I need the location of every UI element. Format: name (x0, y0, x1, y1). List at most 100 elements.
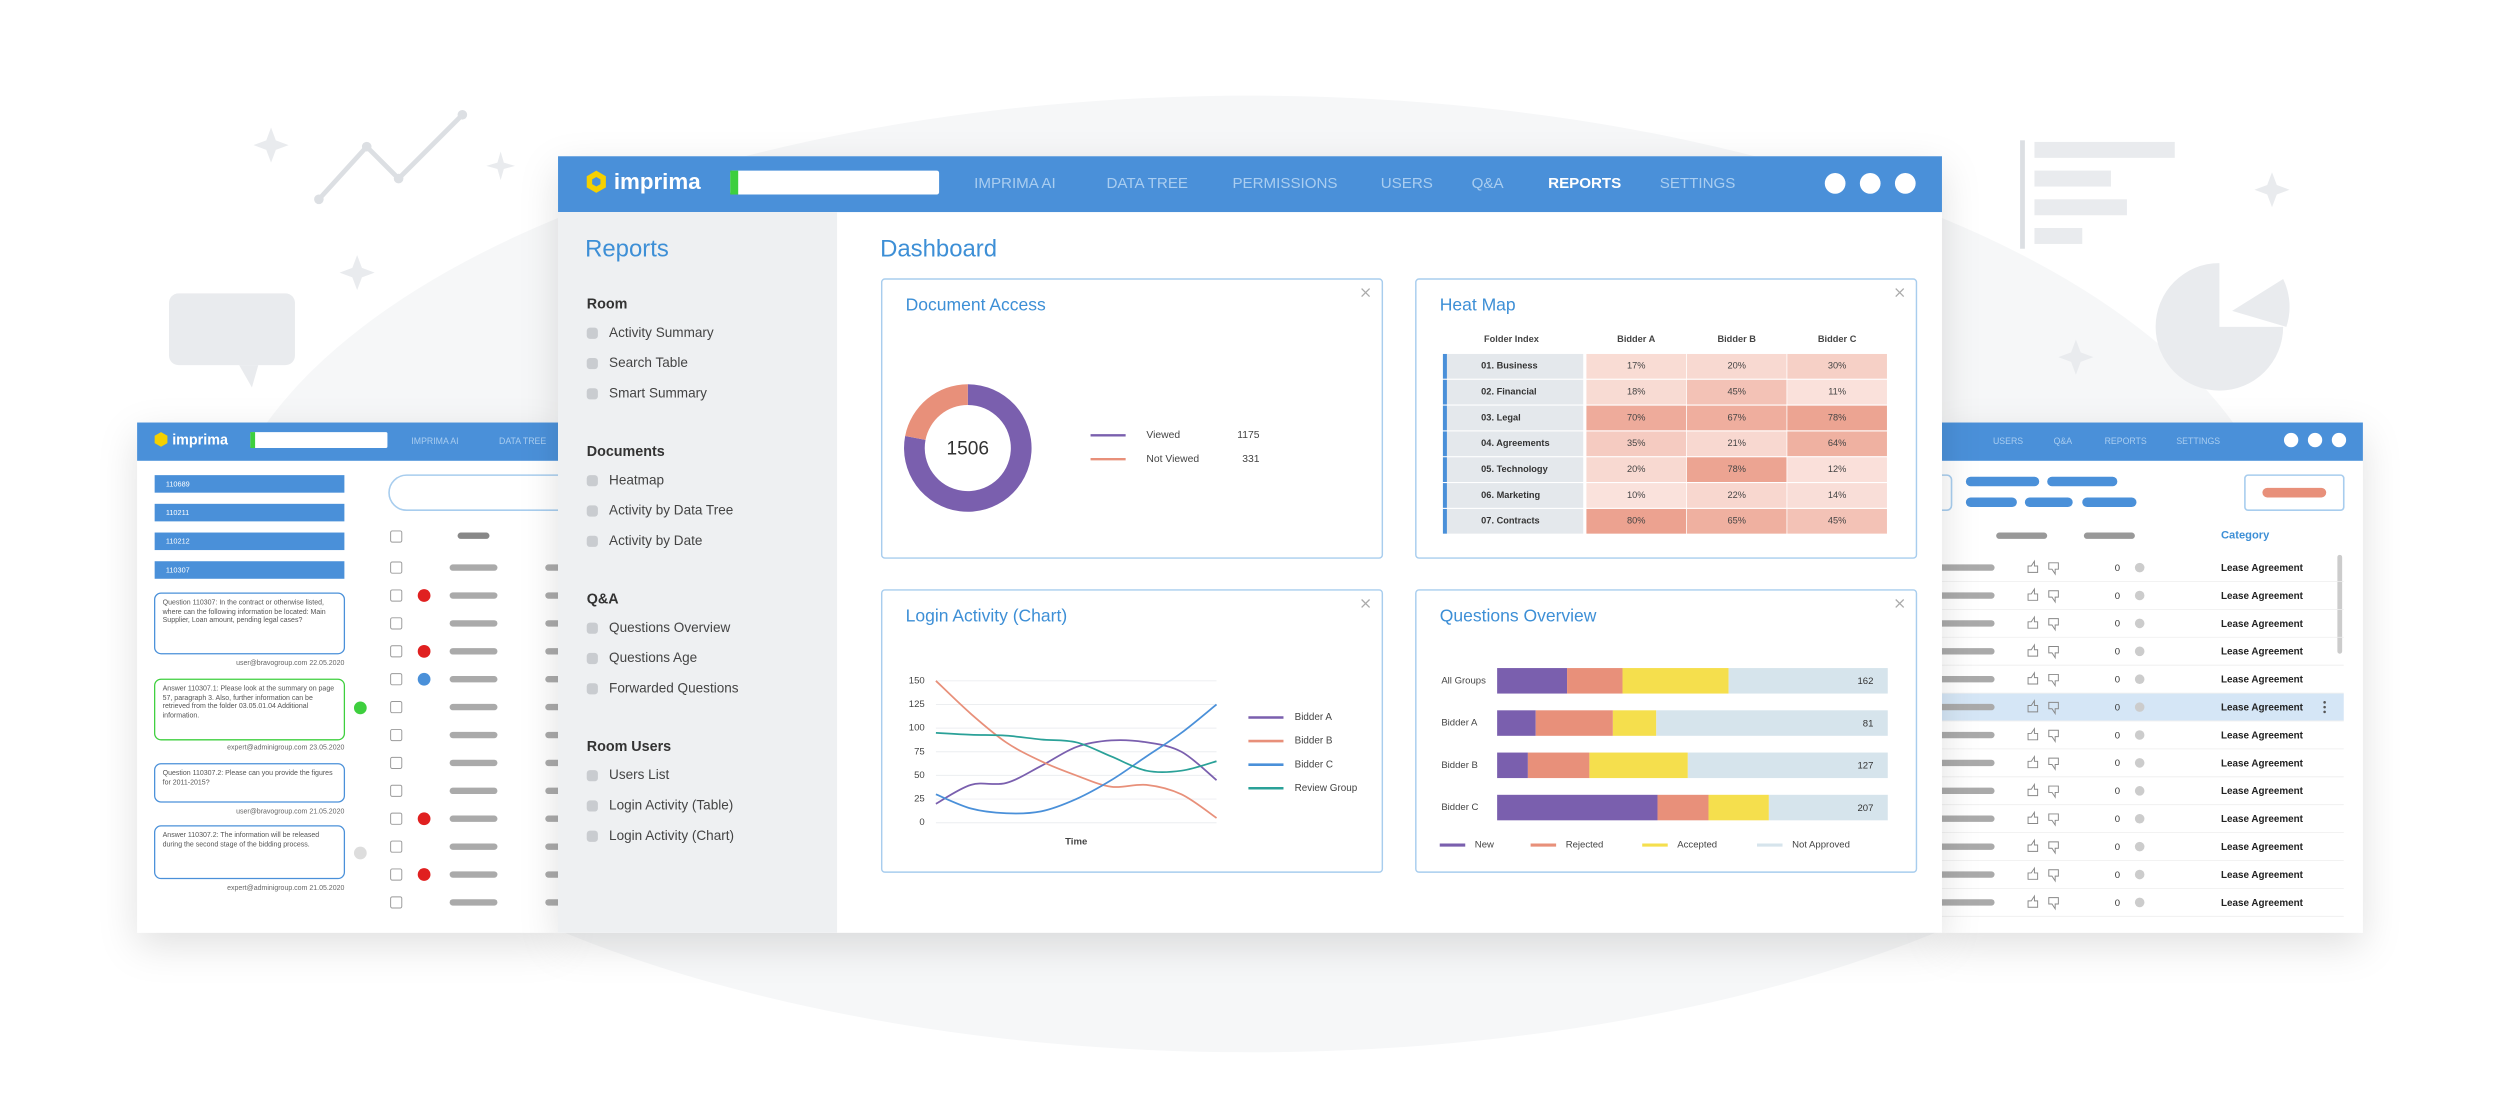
row-pill (1932, 731, 1995, 739)
window-button[interactable] (1824, 172, 1846, 194)
filter-chip[interactable] (1965, 497, 2017, 508)
menu-item[interactable]: Search Table (609, 355, 688, 370)
filter-chip[interactable] (2082, 497, 2137, 508)
row-count: 0 (2115, 675, 2120, 686)
dislike-icon[interactable] (2048, 618, 2059, 632)
row-checkbox[interactable] (390, 868, 403, 881)
nav-item[interactable]: IMPRIMA AI (411, 436, 458, 446)
menu-item[interactable]: Smart Summary (609, 385, 707, 400)
nav-item[interactable]: Q&A (1472, 175, 1505, 192)
dislike-icon[interactable] (2048, 757, 2059, 771)
row-checkbox[interactable] (390, 673, 403, 686)
like-icon[interactable] (2027, 838, 2039, 852)
menu-item[interactable]: Questions Overview (609, 620, 730, 635)
legend-label: Bidder B (1295, 736, 1333, 747)
like-icon[interactable] (2027, 727, 2039, 741)
dislike-icon[interactable] (2048, 897, 2059, 911)
search-bar[interactable] (250, 432, 388, 449)
dislike-icon[interactable] (2048, 590, 2059, 604)
dislike-icon[interactable] (2048, 785, 2059, 799)
like-icon[interactable] (2027, 894, 2039, 908)
folder-item[interactable] (154, 503, 345, 522)
menu-item[interactable]: Login Activity (Chart) (609, 828, 734, 843)
nav-item[interactable]: SETTINGS (1660, 175, 1736, 192)
like-icon[interactable] (2027, 782, 2039, 797)
search-box[interactable] (388, 474, 582, 512)
bar-segment (1687, 752, 1888, 779)
line-series (935, 703, 1218, 815)
nav-item[interactable]: DATA TREE (499, 436, 546, 446)
row-checkbox[interactable] (390, 728, 403, 742)
row-checkbox[interactable] (390, 784, 403, 797)
dislike-icon[interactable] (2048, 729, 2059, 743)
like-icon[interactable] (2027, 671, 2039, 685)
row-checkbox[interactable] (390, 756, 403, 769)
row-menu[interactable] (2323, 705, 2326, 709)
row-checkbox[interactable] (390, 896, 403, 909)
menu-item[interactable]: Heatmap (609, 472, 664, 487)
filter-chip[interactable] (1965, 476, 2040, 487)
menu-item[interactable]: Activity by Data Tree (609, 503, 733, 518)
menu-item[interactable]: Forwarded Questions (609, 680, 739, 695)
window-button[interactable] (1859, 172, 1881, 194)
row-menu[interactable] (2323, 710, 2326, 714)
dislike-icon[interactable] (2048, 813, 2059, 827)
window-button[interactable] (1894, 172, 1916, 194)
row-checkbox[interactable] (390, 840, 403, 853)
action-button[interactable] (2262, 487, 2327, 498)
filter-chip[interactable] (2047, 476, 2118, 487)
like-icon[interactable] (2027, 643, 2039, 657)
close-button[interactable] (1895, 599, 1905, 608)
nav-item[interactable]: Q&A (2054, 436, 2073, 446)
row-checkbox[interactable] (390, 589, 403, 602)
nav-item[interactable]: DATA TREE (1107, 175, 1189, 192)
dislike-icon[interactable] (2048, 673, 2059, 688)
like-icon[interactable] (2027, 587, 2039, 601)
menu-item[interactable]: Activity Summary (609, 325, 714, 340)
folder-item[interactable] (154, 561, 345, 579)
close-button[interactable] (1361, 599, 1371, 608)
window-button[interactable] (2283, 432, 2299, 448)
folder-item[interactable] (154, 475, 345, 493)
close-button[interactable] (1361, 288, 1371, 298)
folder-item[interactable] (154, 532, 345, 551)
like-icon[interactable] (2027, 615, 2039, 629)
heat-cell (1586, 431, 1687, 457)
row-checkbox[interactable] (390, 812, 403, 825)
dislike-icon[interactable] (2048, 562, 2059, 576)
like-icon[interactable] (2027, 754, 2039, 769)
row-checkbox[interactable] (390, 561, 403, 574)
category-label: Bidder B (1441, 760, 1478, 771)
nav-item[interactable]: USERS (1993, 436, 2023, 446)
like-icon[interactable] (2027, 559, 2039, 573)
nav-item[interactable]: REPORTS (2105, 436, 2147, 446)
menu-item[interactable]: Login Activity (Table) (609, 798, 733, 813)
scrollbar[interactable] (2337, 554, 2343, 654)
folder-label: 110307 (166, 565, 190, 574)
row-checkbox[interactable] (390, 701, 403, 714)
menu-item[interactable]: Users List (609, 767, 669, 782)
row-checkbox[interactable] (390, 645, 403, 658)
window-button[interactable] (2331, 432, 2347, 448)
search-bar[interactable] (730, 170, 940, 195)
filter-chip[interactable] (2024, 497, 2073, 508)
dislike-icon[interactable] (2048, 869, 2059, 883)
menu-item[interactable]: Questions Age (609, 650, 697, 665)
window-button[interactable] (2307, 432, 2323, 448)
like-icon[interactable] (2027, 699, 2039, 713)
nav-item[interactable]: USERS (1381, 175, 1433, 192)
menu-item[interactable]: Activity by Date (609, 533, 702, 548)
nav-item[interactable]: REPORTS (1548, 175, 1621, 192)
close-button[interactable] (1895, 288, 1905, 298)
dislike-icon[interactable] (2048, 701, 2059, 716)
dislike-icon[interactable] (2048, 841, 2059, 855)
like-icon[interactable] (2027, 866, 2039, 880)
nav-item[interactable]: PERMISSIONS (1232, 175, 1337, 192)
select-all[interactable] (390, 530, 403, 543)
row-menu[interactable] (2323, 701, 2326, 704)
nav-item[interactable]: IMPRIMA AI (974, 175, 1056, 192)
like-icon[interactable] (2027, 810, 2039, 824)
row-checkbox[interactable] (390, 617, 403, 630)
nav-item[interactable]: SETTINGS (2176, 436, 2220, 446)
dislike-icon[interactable] (2048, 646, 2059, 660)
